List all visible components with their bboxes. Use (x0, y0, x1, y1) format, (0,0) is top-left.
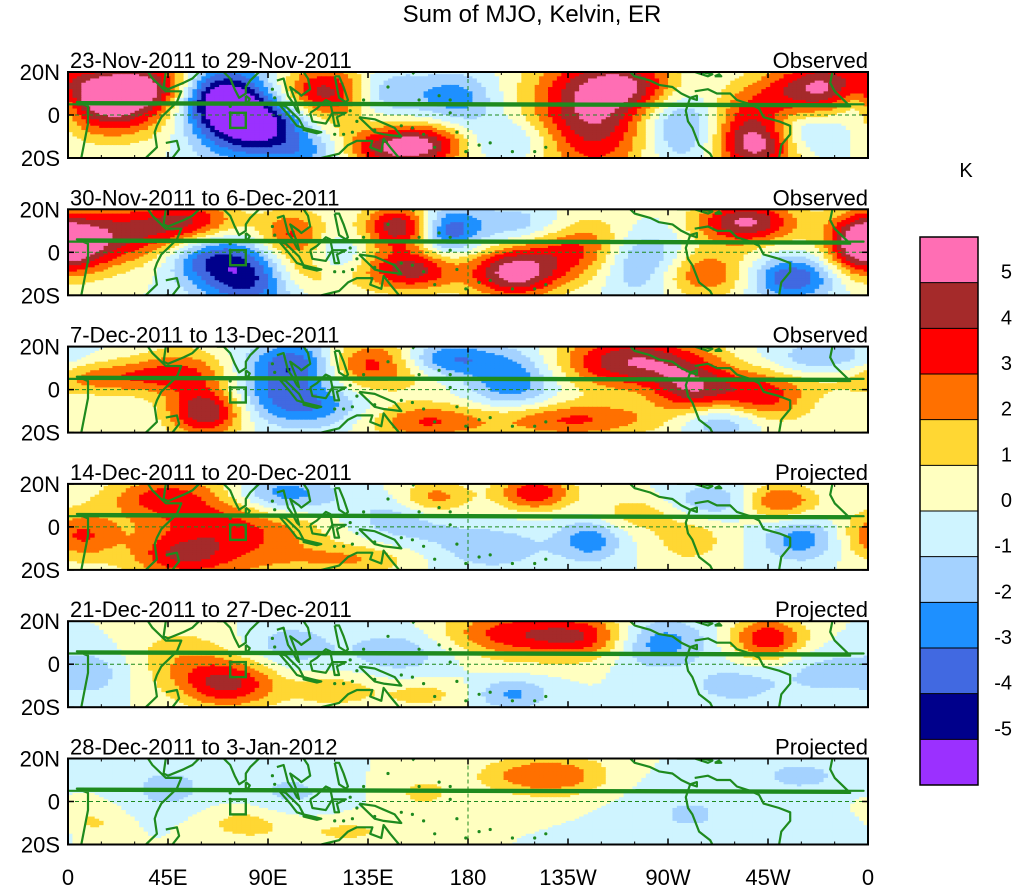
x-tick-label: 135E (342, 865, 393, 889)
panel-5-status-label: Projected (775, 597, 868, 622)
colorbar-swatch (920, 374, 978, 421)
colorbar-swatch (920, 602, 978, 649)
panel-3-field (68, 346, 868, 433)
panel-4-coastlines (68, 483, 865, 570)
panel-5-region-box (228, 660, 247, 679)
panel-5: 20N 0 20S 21-Dec-2011 to 27-Dec-2011 Project… (20, 597, 869, 720)
colorbar-swatch (920, 419, 978, 466)
colorbar-tick-label: 0 (1001, 490, 1012, 512)
panel-6-y-tick-label: 20N (20, 747, 60, 772)
colorbar-swatch (920, 465, 978, 512)
colorbar-tick-label: -4 (994, 673, 1012, 695)
x-tick-label: 45W (745, 865, 790, 889)
panel-6-y-tick-label: 0 (48, 790, 60, 815)
colorbar-swatch (920, 328, 978, 375)
panel-2-coastlines (68, 209, 865, 296)
x-tick-label: 45E (148, 865, 187, 889)
x-axis: 0 45E 90E 135E 180 135W 90W 45W 0 (62, 865, 874, 889)
panel-6: 20N 0 20S 28-Dec-2011 to 3-Jan-2012 Projecte… (20, 735, 869, 858)
panel-4: 20N 0 20S 14-Dec-2011 to 20-Dec-2011 Project… (20, 460, 869, 583)
panel-6-coastlines (68, 758, 865, 845)
colorbar-tick-label: -5 (994, 718, 1012, 740)
panel-4-y-tick-label: 20S (21, 558, 60, 583)
panel-4-y-tick-label: 0 (48, 515, 60, 540)
panel-3-period-title: 7-Dec-2011 to 13-Dec-2011 (70, 323, 339, 348)
panel-5-y-tick-label: 20S (21, 695, 60, 720)
x-tick-label: 0 (862, 865, 874, 889)
panel-2-y-tick-label: 0 (48, 240, 60, 265)
colorbar-swatch (920, 282, 978, 329)
panel-1-status-label: Observed (773, 48, 868, 73)
panel-3-region-box (228, 386, 247, 404)
colorbar-swatch (920, 739, 978, 786)
x-tick-label: 90E (248, 865, 287, 889)
colorbar-tick-label: 4 (1001, 307, 1012, 329)
panel-3-y-tick-label: 20S (21, 421, 60, 446)
chart-title: Sum of MJO, Kelvin, ER (403, 1, 662, 28)
panel-2-y-tick-label: 20S (21, 283, 60, 308)
panel-4-region-box (228, 523, 247, 542)
panel-1-y-tick-label: 20S (21, 146, 60, 171)
panel-5-field (68, 621, 868, 708)
panel-4-period-title: 14-Dec-2011 to 20-Dec-2011 (70, 460, 352, 485)
panel-2-period-title: 30-Nov-2011 to 6-Dec-2011 (70, 185, 339, 210)
panel-6-y-tick-label: 20S (21, 833, 60, 858)
x-tick-label: 135W (539, 865, 597, 889)
panel-1-coastlines (68, 72, 865, 158)
panel-3-coastlines (68, 346, 865, 433)
colorbar-swatch (920, 693, 978, 740)
panel-2: 20N 0 20S 30-Nov-2011 to 6-Dec-2011 Observed (20, 185, 869, 308)
colorbar-units-label: K (959, 160, 973, 182)
panel-1-region-box (228, 111, 247, 130)
colorbar-tick-label: 2 (1001, 399, 1012, 421)
panel-2-y-tick-label: 20N (20, 197, 60, 222)
panel-1-field (68, 72, 868, 158)
panel-1-y-tick-label: 20N (20, 60, 60, 85)
panel-2-status-label: Observed (773, 185, 868, 210)
x-tick-label: 180 (450, 865, 487, 889)
colorbar: K 5 4 3 2 1 0 -1 -2 -3 -4 -5 (919, 160, 1012, 786)
panel-2-region-box (228, 248, 247, 267)
panel-6-period-title: 28-Dec-2011 to 3-Jan-2012 (70, 735, 337, 760)
panel-5-y-tick-label: 20N (20, 609, 60, 634)
panel-4-status-label: Projected (775, 460, 868, 485)
colorbar-tick-label: 3 (1001, 353, 1012, 375)
colorbar-tick-label: -1 (994, 536, 1012, 558)
panel-4-y-tick-label: 20N (20, 472, 60, 497)
colorbar-swatch (920, 648, 978, 695)
panel-3: 20N 0 20S 7-Dec-2011 to 13-Dec-2011 Observed (20, 323, 869, 446)
colorbar-tick-label: -2 (994, 581, 1012, 603)
panel-3-y-tick-label: 20N (20, 335, 60, 360)
colorbar-tick-label: 1 (1001, 444, 1012, 466)
x-tick-label: 90W (645, 865, 690, 889)
panel-6-field (68, 758, 868, 845)
colorbar-frame (919, 236, 979, 786)
panel-1-period-title: 23-Nov-2011 to 29-Nov-2011 (70, 48, 352, 73)
panel-6-region-box (228, 798, 247, 816)
panel-5-period-title: 21-Dec-2011 to 27-Dec-2011 (70, 597, 352, 622)
colorbar-tick-label: 5 (1001, 262, 1012, 284)
panel-5-coastlines (68, 621, 865, 708)
colorbar-swatch (920, 237, 978, 284)
panel-5-y-tick-label: 0 (48, 652, 60, 677)
panel-3-y-tick-label: 0 (48, 378, 60, 403)
colorbar-tick-label: -3 (994, 627, 1012, 649)
panels-group: 20N 0 20S 23-Nov-2011 to 29-Nov-2011 Observe… (20, 48, 869, 858)
panel-3-status-label: Observed (773, 323, 868, 348)
panel-1-y-tick-label: 0 (48, 103, 60, 128)
panel-6-status-label: Projected (775, 735, 868, 760)
colorbar-swatch (920, 511, 978, 558)
panel-1: 20N 0 20S 23-Nov-2011 to 29-Nov-2011 Observe… (20, 48, 869, 171)
colorbar-swatch (920, 556, 978, 603)
x-tick-label: 0 (62, 865, 74, 889)
